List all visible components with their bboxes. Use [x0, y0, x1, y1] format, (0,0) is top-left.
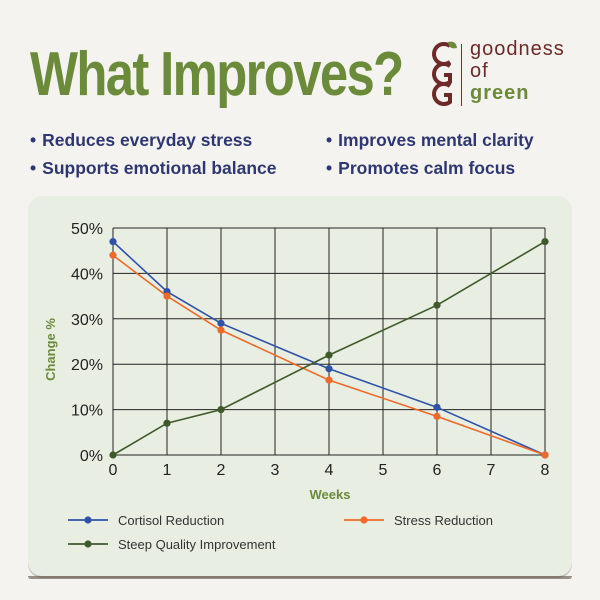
- data-point: [433, 403, 441, 411]
- x-axis-label: Weeks: [310, 487, 351, 502]
- brand-monogram-icon: [432, 41, 457, 106]
- data-point: [217, 406, 225, 414]
- data-point: [109, 238, 117, 246]
- legend-swatch-marker: [84, 540, 92, 548]
- data-point: [163, 419, 171, 427]
- x-tick-label: 0: [109, 462, 118, 479]
- data-point: [541, 238, 549, 246]
- data-point: [541, 451, 549, 459]
- x-tick-label: 5: [379, 462, 388, 479]
- y-tick-label: 40%: [71, 266, 103, 283]
- data-point: [217, 326, 225, 334]
- x-tick-label: 1: [163, 462, 172, 479]
- data-point: [325, 376, 333, 384]
- legend-label: Cortisol Reduction: [118, 513, 224, 528]
- data-point: [109, 251, 117, 259]
- series-line-2: [112, 240, 546, 456]
- brand-divider: [461, 44, 462, 106]
- data-point: [325, 365, 333, 373]
- legend-swatch-marker: [84, 516, 92, 524]
- x-tick-label: 6: [433, 462, 442, 479]
- y-tick-label: 20%: [71, 357, 103, 374]
- series-line-0: [112, 241, 546, 456]
- benefit-item: Reduces everyday stress: [30, 130, 252, 151]
- data-point: [433, 412, 441, 421]
- chart-card: 0 1 2 3 4 5 6 7 8 0% 10% 20% 30% 40% 50% Weeks Change % C…: [28, 196, 572, 579]
- data-point: [217, 319, 225, 327]
- brand-word-green: green: [470, 82, 530, 104]
- series-line-1: [112, 254, 546, 456]
- y-tick-label: 50%: [71, 221, 103, 238]
- data-point: [325, 351, 333, 359]
- legend-label: Stress Reduction: [394, 513, 493, 528]
- y-axis-label: Change %: [43, 318, 58, 381]
- data-point: [433, 301, 441, 309]
- legend-swatch-marker: [360, 516, 368, 524]
- x-tick-label: 8: [541, 462, 550, 479]
- page-title: What Improves?: [30, 40, 404, 109]
- x-tick-label: 4: [325, 462, 334, 479]
- y-tick-label: 0%: [80, 448, 103, 465]
- data-point: [163, 292, 171, 300]
- x-tick-label: 3: [271, 462, 280, 479]
- x-tick-label: 2: [217, 462, 226, 479]
- line-chart: 0 1 2 3 4 5 6 7 8 0% 10% 20% 30% 40% 50% Weeks Change % C…: [43, 221, 550, 552]
- brand-word-goodness: goodness: [470, 38, 565, 60]
- legend-label: Steep Quality Improvement: [118, 537, 276, 552]
- benefit-item: Supports emotional balance: [30, 158, 276, 179]
- benefit-item: Promotes calm focus: [326, 158, 515, 179]
- brand-logo: goodness of green: [428, 38, 588, 112]
- x-tick-label: 7: [487, 462, 496, 479]
- y-tick-label: 10%: [71, 403, 103, 420]
- benefit-item: Improves mental clarity: [326, 130, 534, 151]
- y-tick-label: 30%: [71, 312, 103, 329]
- brand-word-of: of: [470, 60, 489, 82]
- data-point: [109, 451, 117, 459]
